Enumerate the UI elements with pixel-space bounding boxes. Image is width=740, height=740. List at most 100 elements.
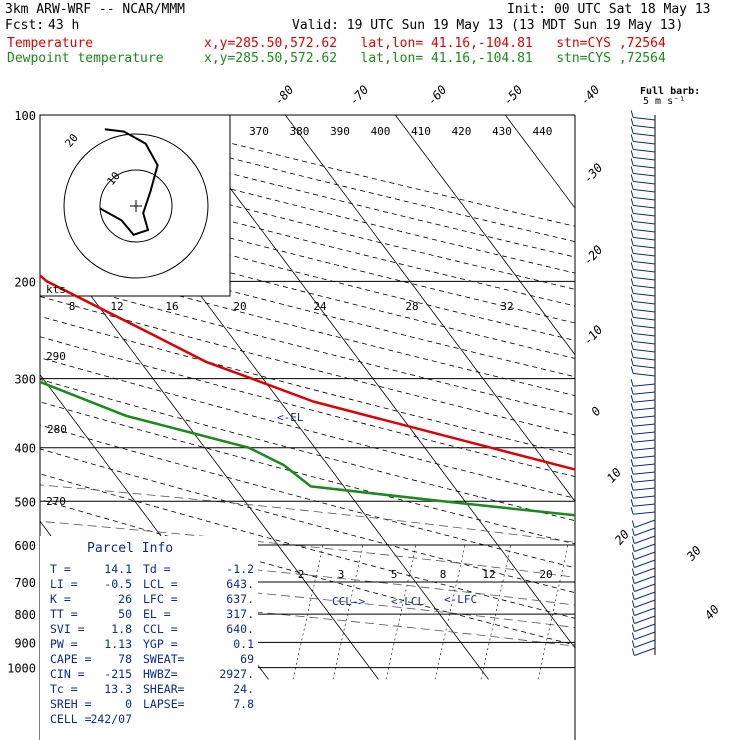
wind-barb	[633, 503, 656, 507]
annotation-lfc: <-LFC	[444, 593, 477, 606]
isotherm--10	[394, 115, 575, 356]
theta-label-390: 390	[330, 125, 350, 138]
parcel-row-value: -0.5	[104, 577, 132, 591]
wind-barb-flag	[630, 302, 634, 310]
wind-barb	[633, 220, 656, 225]
wind-barb-flag	[630, 350, 634, 358]
wind-barb	[633, 164, 656, 169]
mixing-ratio-label-2: 2	[298, 568, 305, 581]
theta-label-380: 380	[290, 125, 310, 138]
wind-barb-flag	[630, 262, 634, 270]
wind-barb	[633, 407, 656, 411]
parcel-row-value: 1.13	[104, 637, 132, 651]
hodograph-speed-label-28: 28	[405, 300, 418, 313]
wind-barb-flag	[630, 254, 634, 262]
pressure-label-700: 700	[14, 576, 36, 590]
wind-barb-flag	[630, 379, 634, 387]
parcel-row-label2: Td =	[143, 562, 171, 576]
hodograph-speed-label-8: 8	[69, 300, 76, 313]
hodograph-rings	[63, 128, 209, 279]
wind-barb	[634, 639, 656, 649]
hodograph-speed-label-12: 12	[110, 300, 123, 313]
wind-barb-flag	[631, 632, 635, 640]
wind-barb	[633, 300, 656, 305]
wind-barb-flag	[630, 214, 634, 222]
wind-barb-flag	[631, 616, 635, 624]
parcel-row-value2: 2927.	[219, 667, 254, 681]
wind-barb-flag	[631, 592, 635, 600]
parcel-row-label2: YGP =	[143, 637, 178, 651]
wind-barb	[634, 583, 656, 593]
wind-barb-flag	[630, 310, 634, 318]
wind-barb-flag	[630, 403, 634, 411]
wind-barb	[633, 132, 656, 137]
parcel-row-label2: CCL =	[143, 622, 178, 636]
wind-barb-flag	[630, 451, 634, 459]
parcel-row-value2: 7.8	[233, 697, 254, 711]
mixing-ratio-label-5: 5	[391, 568, 398, 581]
wind-barb	[633, 340, 656, 345]
wind-barb	[634, 591, 656, 601]
pressure-label-100: 100	[14, 109, 36, 123]
wind-barb-flag	[630, 198, 634, 206]
mixing-ratio-line-20	[537, 544, 569, 680]
wind-barb	[633, 212, 656, 217]
parcel-row-value: 78	[118, 652, 132, 666]
parcel-row-label: CAPE =	[50, 652, 92, 666]
wind-barb-flag	[630, 166, 634, 174]
isotherm-label--40: -40	[578, 83, 603, 108]
wind-barb-flag	[631, 584, 635, 592]
hodograph-speed-label-16: 16	[165, 300, 178, 313]
wind-barb-flag	[630, 318, 634, 326]
isotherm-10	[596, 90, 740, 680]
wind-barb	[633, 276, 656, 281]
mixing-ratio-label-12: 12	[482, 568, 495, 581]
wind-barb	[633, 479, 656, 483]
wind-barb	[634, 631, 656, 641]
wind-barb	[633, 140, 656, 145]
wind-barb	[633, 463, 656, 467]
parcel-row-value: 242/07	[90, 712, 132, 726]
wind-barb	[633, 447, 656, 451]
wind-barb	[633, 372, 656, 377]
isotherm-label-0: 0	[588, 404, 603, 419]
isotherm-label-40: 40	[702, 602, 722, 622]
wind-barb-flag	[631, 600, 635, 608]
mixing-ratio-label-3: 3	[338, 568, 345, 581]
wind-barb	[633, 292, 656, 297]
annotation-lcl: <-LCL	[391, 595, 424, 608]
barb-legend-line1: Full barb:	[640, 86, 700, 97]
forecast-label: Fcst:	[5, 18, 45, 33]
wind-barb-flag	[630, 358, 634, 366]
wind-barb-flag	[631, 560, 635, 568]
wind-barb-flag	[630, 230, 634, 238]
wind-barb-flag	[630, 182, 634, 190]
wind-barb-flag	[630, 294, 634, 302]
dewpoint-legend: Dewpoint temperature	[7, 51, 164, 66]
wind-barb	[634, 575, 656, 585]
wind-barb-flag	[631, 520, 635, 528]
wind-barb	[633, 383, 656, 387]
dry-adiabat-330	[40, 315, 575, 456]
wind-barb	[633, 431, 656, 435]
wind-barb-flag	[630, 326, 634, 334]
wind-barb-flag	[630, 395, 634, 403]
parcel-row-label: CIN =	[50, 667, 85, 681]
isotherm-label--20: -20	[581, 243, 606, 268]
wind-barb	[633, 148, 656, 153]
parcel-row-value: -215	[104, 667, 132, 681]
wind-barb	[633, 348, 656, 353]
wind-barb	[633, 188, 656, 193]
isotherm-label--10: -10	[581, 323, 606, 348]
wind-barb	[633, 455, 656, 459]
wind-barb	[634, 551, 656, 561]
wind-barb-flag	[630, 142, 634, 150]
valid-time: Valid: 19 UTC Sun 19 May 13 (13 MDT Sun …	[292, 18, 684, 33]
wind-barb	[633, 116, 656, 121]
isotherm--20	[284, 115, 575, 503]
wind-barb	[634, 599, 656, 609]
dry-adiabat-390	[40, 204, 575, 341]
dry-adiabat-280	[40, 424, 575, 569]
wind-barb	[634, 527, 656, 537]
theta-label-420: 420	[452, 125, 472, 138]
